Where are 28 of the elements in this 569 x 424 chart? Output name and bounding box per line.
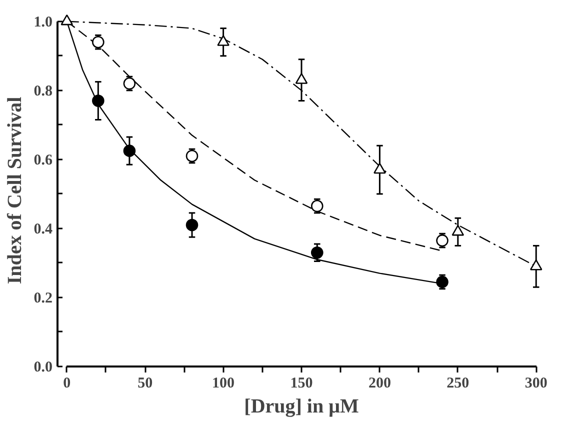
x-tick-label: 150 xyxy=(290,376,313,392)
point xyxy=(92,94,104,107)
point xyxy=(123,77,136,90)
x-tick-label: 200 xyxy=(368,376,391,392)
point xyxy=(310,246,324,259)
x-axis-title: [Drug] in μM xyxy=(244,396,359,418)
x-tick-label: 250 xyxy=(446,376,470,392)
x-tick-label: 0 xyxy=(63,376,71,392)
point xyxy=(217,35,230,46)
point xyxy=(123,144,136,157)
x-tick-label: 300 xyxy=(524,376,548,392)
y-tick-label: 0.2 xyxy=(34,290,52,306)
point xyxy=(92,36,104,48)
y-tick-label: 0.4 xyxy=(34,221,53,238)
x-tick-label: 50 xyxy=(138,376,153,392)
y-tick-label: 0.0 xyxy=(34,360,52,376)
x-tick-label: 100 xyxy=(212,376,235,392)
y-tick-label: 0.6 xyxy=(34,152,53,168)
point xyxy=(310,200,324,212)
y-tick-label: 1.0 xyxy=(34,14,52,30)
point xyxy=(295,73,308,84)
point xyxy=(60,14,74,26)
y-tick-label: 0.8 xyxy=(34,83,52,100)
point xyxy=(186,150,198,162)
point xyxy=(186,218,198,232)
point xyxy=(374,162,386,174)
point xyxy=(436,276,448,288)
y-axis-title: Index of Cell Survival xyxy=(4,96,26,284)
